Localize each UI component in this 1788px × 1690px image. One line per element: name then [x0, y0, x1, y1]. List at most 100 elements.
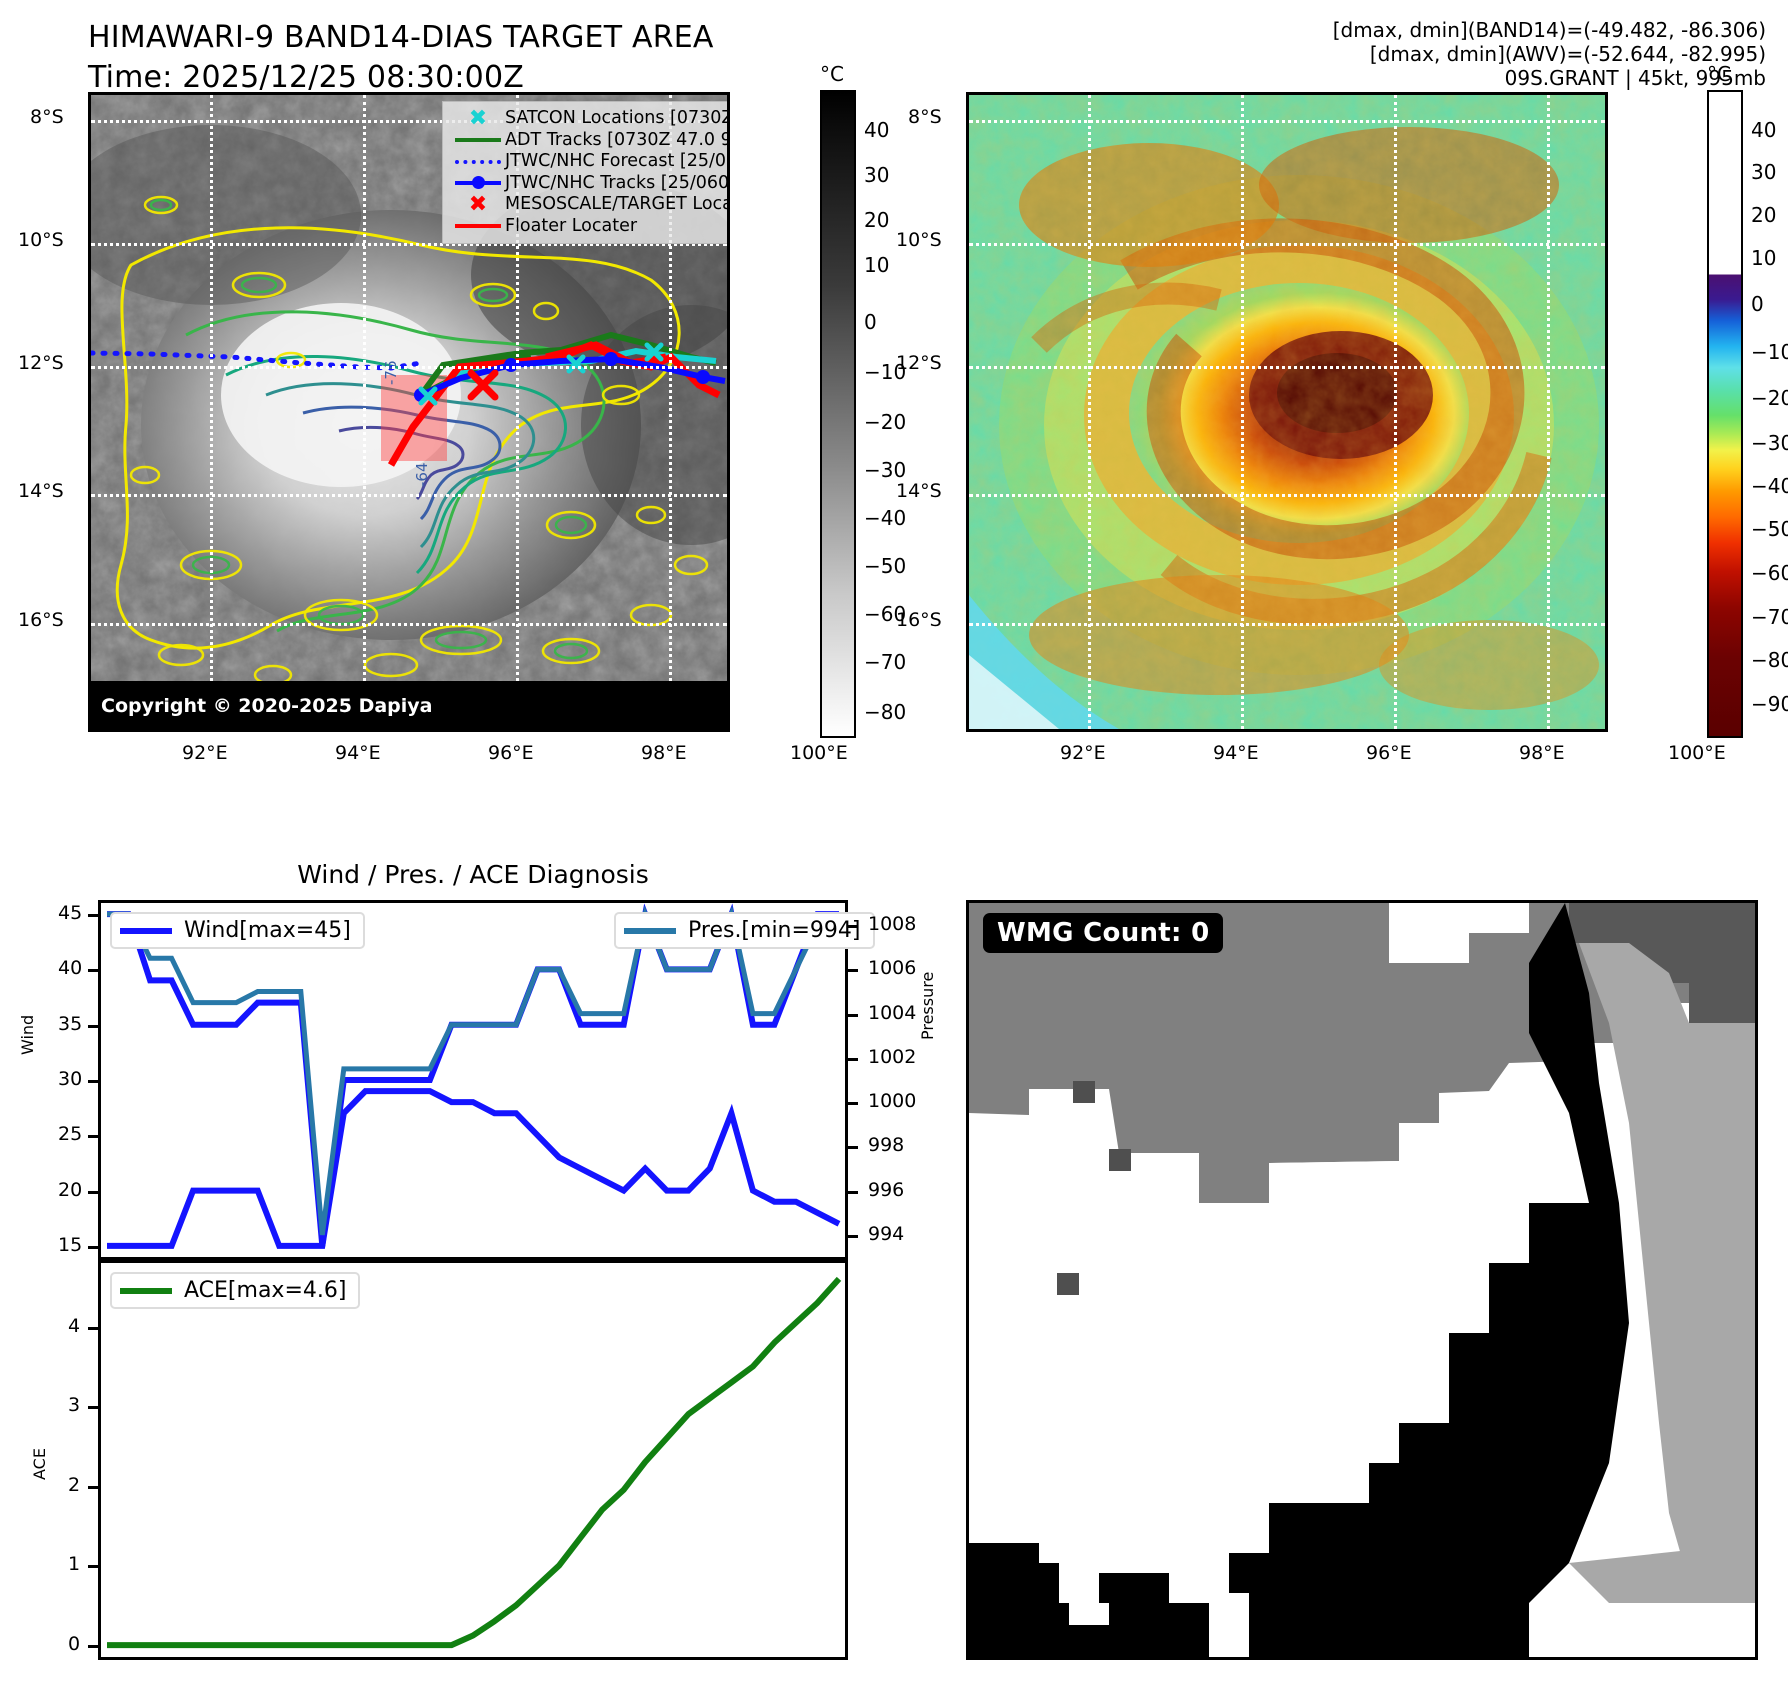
ir-ytick-14S: 14°S [18, 480, 64, 502]
bd-xtick-94E: 94°E [1213, 742, 1259, 764]
ace-series [107, 1276, 842, 1649]
wind-tickmark-40 [88, 969, 98, 973]
pressure-legend-swatch [624, 927, 676, 934]
bd-cb-0: 0 [1751, 292, 1764, 316]
pressure-tick-994: 994 [868, 1222, 905, 1245]
ace-legend[interactable]: ACE[max=4.6] [110, 1272, 361, 1309]
bd-cb-40: 40 [1751, 118, 1777, 142]
pressure-tick-996: 996 [868, 1178, 905, 1201]
ir-gridline-16S [91, 623, 727, 626]
legend-item-adt[interactable]: ADT Tracks [0730Z 47.0 998.3] [451, 129, 727, 152]
ir-ytick-16S: 16°S [18, 609, 64, 631]
wind-tickmark-35 [88, 1024, 98, 1028]
bd-cb-m70: −70 [1751, 605, 1788, 629]
wind-tickmark-45 [88, 914, 98, 918]
ir-satellite-map[interactable]: -76 -64 Copyright © 2020-2025 Dapiya ✖ S… [88, 92, 730, 732]
ir-cb-m40: −40 [864, 506, 907, 530]
pressure-tick-1002: 1002 [868, 1045, 917, 1068]
ir-gridline-92E [210, 95, 213, 729]
wind-pressure-chart[interactable] [98, 900, 848, 1260]
ir-cb-m50: −50 [864, 554, 907, 578]
ir-ytick-10S: 10°S [18, 229, 64, 251]
copyright-bar [91, 681, 727, 729]
ir-xtick-92E: 92°E [182, 742, 228, 764]
legend-item-mesoscale[interactable]: ✖ MESOSCALE/TARGET Location [451, 191, 730, 217]
legend-label-adt: ADT Tracks [0730Z 47.0 998.3] [505, 129, 727, 150]
bd-xtick-96E: 96°E [1366, 742, 1412, 764]
ir-cb-20: 20 [864, 208, 890, 232]
ir-colorbar [820, 90, 856, 738]
header-stats: [dmax, dmin](BAND14)=(-49.482, -86.306) … [1333, 18, 1766, 90]
bd-cb-20: 20 [1751, 203, 1777, 227]
pressure-legend[interactable]: Pres.[min=994] [614, 912, 875, 949]
ir-gridline-12S [91, 366, 727, 369]
pressure-tickmark-996 [848, 1190, 858, 1194]
ir-cb-0: 0 [864, 310, 877, 334]
ir-xtick-96E: 96°E [488, 742, 534, 764]
ir-xtick-94E: 94°E [335, 742, 381, 764]
wind-tick-30: 30 [58, 1068, 83, 1090]
copyright-label: Copyright © 2020-2025 Dapiya [101, 695, 433, 717]
legend-item-satcon[interactable]: ✖ SATCON Locations [0730Z 41 996] [451, 107, 727, 130]
pressure-tick-1006: 1006 [868, 957, 917, 980]
ir-cb-m70: −70 [864, 650, 907, 674]
legend-label-mesoscale: MESOSCALE/TARGET Location [505, 194, 730, 214]
pressure-tickmark-1006 [848, 969, 858, 973]
bd-gridline-12S [969, 366, 1605, 369]
wind-tick-35: 35 [58, 1012, 83, 1035]
legend-item-jtwc-forecast[interactable]: JTWC/NHC Forecast [25/0000Z] [451, 151, 727, 173]
pressure-tickmark-994 [848, 1234, 858, 1238]
bd-cb-m40: −40 [1751, 474, 1788, 498]
pressure-tickmark-1000 [848, 1102, 858, 1106]
legend-item-jtwc-tracks[interactable]: JTWC/NHC Tracks [25/0600Z] [451, 172, 730, 195]
bd-gridline-8S [969, 120, 1605, 123]
wind-tick-40: 40 [58, 957, 83, 980]
bd-ytick-16S: 16°S [896, 609, 942, 631]
bd-gridline-94E [1241, 95, 1244, 729]
bd-cb-m30: −30 [1751, 431, 1788, 455]
ir-map-legend: ✖ SATCON Locations [0730Z 41 996] ADT Tr… [442, 101, 730, 244]
bd-xtick-92E: 92°E [1060, 742, 1106, 764]
ace-tick-2: 2 [68, 1473, 81, 1496]
wind-legend-swatch [120, 927, 172, 934]
ace-tick-1: 1 [68, 1553, 81, 1576]
series-wind-max-45- [107, 903, 839, 1247]
bd-enhanced-map[interactable] [966, 92, 1608, 732]
pressure-tickmark-1004 [848, 1013, 858, 1017]
page-subtitle-time: Time: 2025/12/25 08:30:00Z [88, 60, 524, 95]
pressure-tickmark-998 [848, 1146, 858, 1150]
bd-imagery [969, 95, 1605, 729]
mesoscale-x-icon: ✖ [468, 191, 488, 217]
wmg-count-badge: WMG Count: 0 [983, 913, 1224, 953]
ace-tick-0: 0 [68, 1633, 81, 1656]
wind-axis-label: Wind [18, 1014, 37, 1055]
ir-cb-m30: −30 [864, 458, 907, 482]
ace-legend-swatch [120, 1287, 172, 1294]
ace-chart[interactable] [98, 1260, 848, 1660]
ir-ytick-12S: 12°S [18, 352, 64, 374]
title-block: HIMAWARI-9 BAND14-DIAS TARGET AREA Time:… [88, 18, 908, 98]
legend-label-jtwc-tracks: JTWC/NHC Tracks [25/0600Z] [505, 172, 730, 193]
legend-label-floater: Floater Locater [505, 215, 638, 236]
page-title: HIMAWARI-9 BAND14-DIAS TARGET AREA [88, 20, 714, 55]
series-ace [107, 1276, 842, 1649]
bd-cb-10: 10 [1751, 246, 1777, 270]
dmax-dmin-awv: [dmax, dmin](AWV)=(-52.644, -82.995) [1369, 42, 1766, 66]
ace-tickmark-4 [88, 1326, 98, 1330]
ir-cb-40: 40 [864, 118, 890, 142]
ace-tickmark-2 [88, 1485, 98, 1489]
wmg-imagery [969, 903, 1755, 1657]
mesoscale-target-marker [467, 369, 499, 401]
legend-item-floater[interactable]: Floater Locater [451, 215, 727, 238]
diagnosis-title: Wind / Pres. / ACE Diagnosis [297, 860, 649, 889]
bd-gridline-16S [969, 623, 1605, 626]
pressure-legend-label: Pres.[min=994] [688, 918, 861, 943]
bd-gridline-96E [1394, 95, 1397, 729]
wind-legend[interactable]: Wind[max=45] [110, 912, 365, 949]
ir-cb-m20: −20 [864, 410, 907, 434]
bd-ytick-8S: 8°S [908, 106, 942, 128]
ir-cb-m80: −80 [864, 700, 907, 724]
wmg-panel[interactable]: WMG Count: 0 [966, 900, 1758, 1660]
pressure-tickmark-1008 [848, 925, 858, 929]
ir-cb-30: 30 [864, 163, 890, 187]
